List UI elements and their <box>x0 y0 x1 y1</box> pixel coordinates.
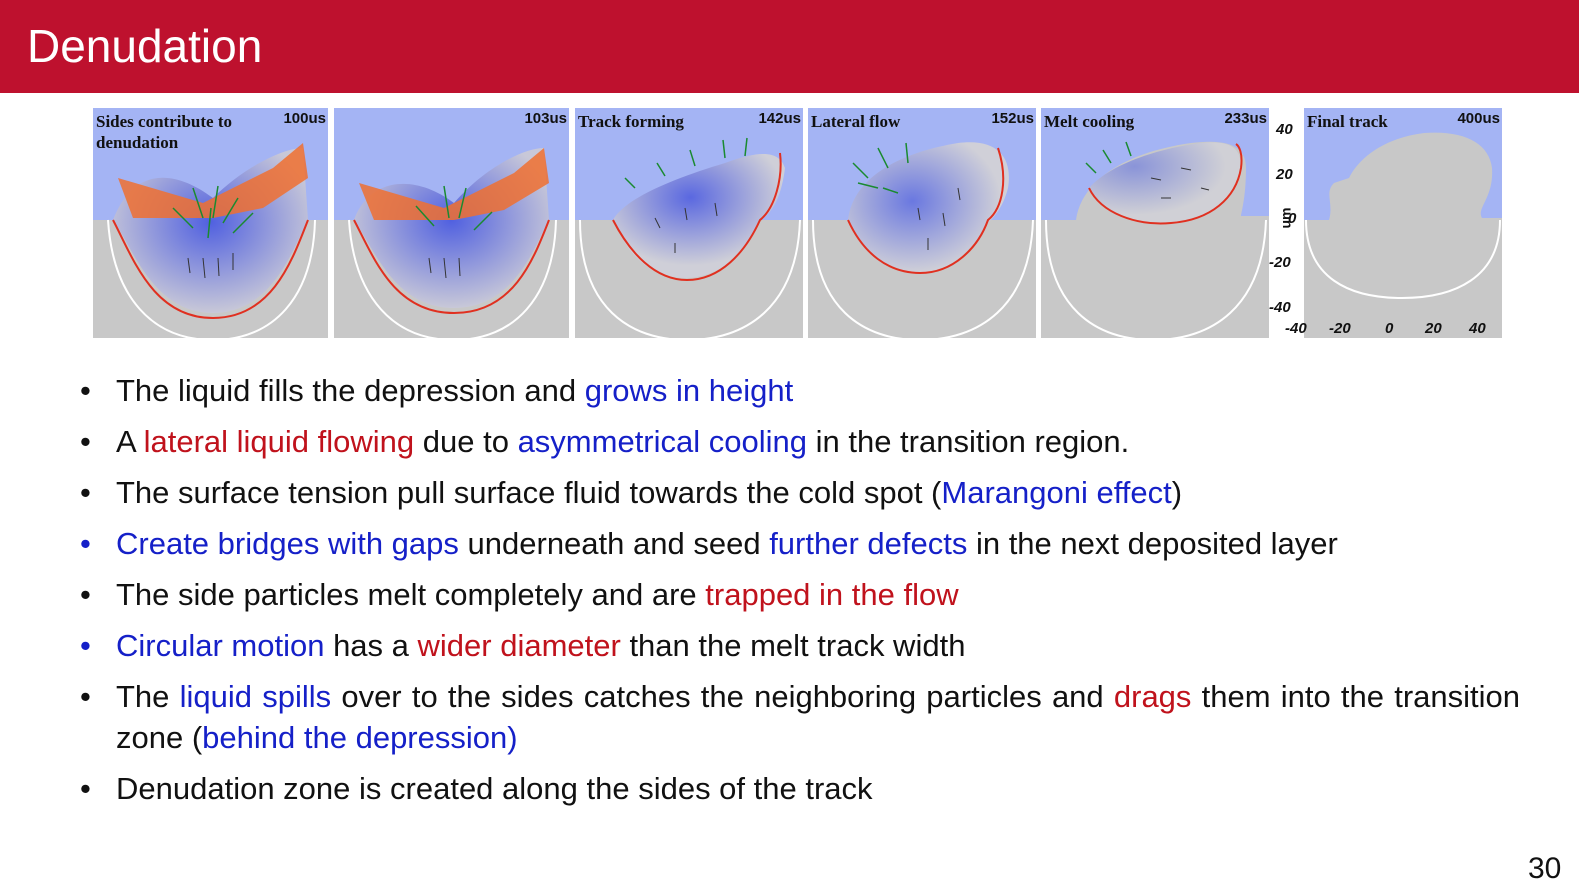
text-run: A <box>116 424 144 459</box>
text-run: has a <box>324 628 418 663</box>
bullet-dot: • <box>80 373 91 408</box>
bullet-item: • Denudation zone is created along the si… <box>80 768 1520 809</box>
text-run: in the transition region. <box>807 424 1130 459</box>
y-tick: 20 <box>1276 166 1293 183</box>
slide-title: Denudation <box>27 20 263 72</box>
text-run: in the next deposited layer <box>967 526 1338 561</box>
highlight-text: liquid spills <box>179 679 332 714</box>
panel-100us-image <box>93 108 328 338</box>
x-tick: 0 <box>1385 320 1394 337</box>
bullet-text: The surface tension pull surface fluid t… <box>116 475 1182 510</box>
bullet-item: • The liquid fills the depression and gro… <box>80 370 1520 411</box>
panel-time: 100us <box>283 110 326 127</box>
bullet-text: A lateral liquid flowing due to asymmetr… <box>116 424 1129 459</box>
bullet-item: • A lateral liquid flowing due to asymmet… <box>80 421 1520 462</box>
highlight-text: behind the depression) <box>202 720 518 755</box>
panel-label: Sides contribute to denudation <box>96 112 232 152</box>
x-tick: 20 <box>1425 320 1442 337</box>
text-run: than the melt track width <box>620 628 966 663</box>
highlight-text: Circular motion <box>116 628 325 663</box>
highlight-text: lateral liquid flowing <box>143 424 415 459</box>
text-run: due to <box>414 424 518 459</box>
bullet-dot: • <box>80 628 91 663</box>
bullet-item: • The surface tension pull surface fluid … <box>80 472 1520 513</box>
highlight-text: wider diameter <box>417 628 621 663</box>
bullet-list: • The liquid fills the depression and gro… <box>80 370 1520 819</box>
bullet-text: Circular motion has a wider diameter tha… <box>116 628 965 663</box>
bullet-text: The side particles melt completely and a… <box>116 577 959 612</box>
bullet-item: • The side particles melt completely and … <box>80 574 1520 615</box>
y-tick: -40 <box>1269 299 1291 316</box>
panel-103us: 103us <box>334 108 569 338</box>
text-run: Denudation zone is created along the sid… <box>116 771 873 806</box>
text-run: The side particles melt completely and a… <box>116 577 706 612</box>
x-tick: 40 <box>1469 320 1486 337</box>
panel-103us-image <box>334 108 569 338</box>
bullet-dot: • <box>80 526 91 561</box>
text-run: them into the transition zone ( <box>116 679 1521 755</box>
panel-152us: Lateral flow 152us <box>808 108 1036 338</box>
bullet-item: • The liquid spills over to the sides cat… <box>80 676 1520 758</box>
panel-time: 103us <box>524 110 567 127</box>
highlight-text: trapped in the flow <box>705 577 959 612</box>
page-number: 30 <box>1528 852 1562 885</box>
highlight-text: further defects <box>769 526 968 561</box>
panel-233us-image <box>1041 108 1269 338</box>
panel-233us: Melt cooling 233us <box>1041 108 1269 338</box>
bullet-text: Create bridges with gaps underneath and … <box>116 526 1338 561</box>
highlight-text: drags <box>1113 679 1192 714</box>
simulation-figure: Sides contribute to denudation 100us <box>93 108 1505 340</box>
panel-label: Final track <box>1307 112 1388 131</box>
bullet-item: • Create bridges with gaps underneath and… <box>80 523 1520 564</box>
bullet-dot: • <box>80 771 91 806</box>
text-run: underneath and seed <box>458 526 770 561</box>
panel-label: Track forming <box>578 112 684 131</box>
panel-time: 142us <box>758 110 801 127</box>
x-tick: -20 <box>1329 320 1351 337</box>
y-tick: -20 <box>1269 254 1291 271</box>
text-run: The surface tension pull surface fluid t… <box>116 475 942 510</box>
y-axis-unit: um <box>1277 207 1294 229</box>
highlight-text: Create bridges with gaps <box>116 526 459 561</box>
text-run: The <box>116 679 180 714</box>
bullet-dot: • <box>80 424 91 459</box>
panel-time: 152us <box>991 110 1034 127</box>
panel-152us-image <box>808 108 1036 338</box>
bullet-text: Denudation zone is created along the sid… <box>116 771 873 806</box>
text-run: over to the sides catches the neighborin… <box>331 679 1114 714</box>
bullet-dot: • <box>80 475 91 510</box>
text-run: ) <box>1171 475 1183 510</box>
panel-label: Melt cooling <box>1044 112 1135 131</box>
title-bar: Denudation <box>0 0 1579 93</box>
panel-time: 400us <box>1457 110 1500 127</box>
bullet-dot: • <box>80 679 91 714</box>
bullet-text: The liquid spills over to the sides catc… <box>116 679 1520 755</box>
x-tick: -40 <box>1285 320 1307 337</box>
bullet-item: • Circular motion has a wider diameter th… <box>80 625 1520 666</box>
panel-142us: Track forming 142us <box>575 108 803 338</box>
panel-142us-image <box>575 108 803 338</box>
highlight-text: grows in height <box>584 373 794 408</box>
highlight-text: asymmetrical cooling <box>517 424 807 459</box>
highlight-text: Marangoni effect <box>941 475 1172 510</box>
panel-400us-image <box>1304 108 1502 338</box>
bullet-dot: • <box>80 577 91 612</box>
text-run: The liquid fills the depression and <box>116 373 585 408</box>
panel-time: 233us <box>1224 110 1267 127</box>
y-tick: 40 <box>1276 121 1293 138</box>
panel-label: Lateral flow <box>811 112 901 131</box>
panel-100us: Sides contribute to denudation 100us <box>93 108 328 338</box>
panel-400us: Final track 400us <box>1304 108 1502 338</box>
y-tick: 0 <box>1288 210 1297 227</box>
bullet-text: The liquid fills the depression and grow… <box>116 373 793 408</box>
